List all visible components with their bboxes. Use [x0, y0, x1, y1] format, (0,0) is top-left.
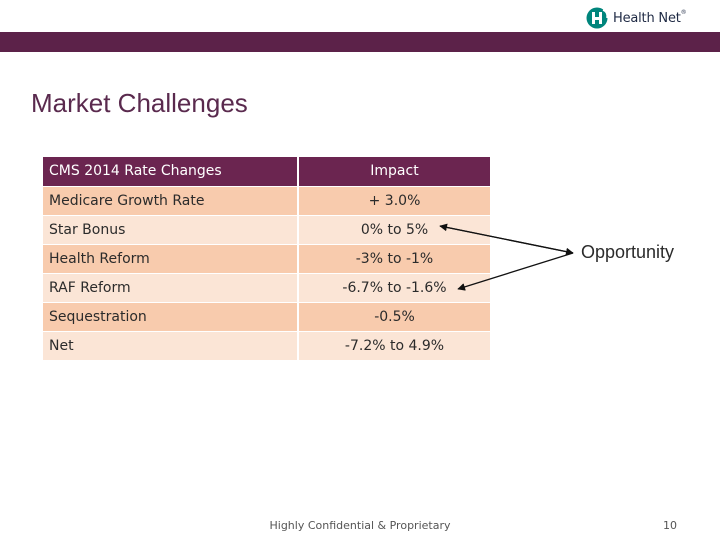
- row-label: RAF Reform: [43, 273, 299, 303]
- header-rate-changes: CMS 2014 Rate Changes: [43, 157, 299, 187]
- health-net-logo-icon: [586, 7, 608, 29]
- row-impact: 0% to 5%: [298, 215, 490, 245]
- row-label: Net: [43, 331, 299, 361]
- opportunity-label: Opportunity: [581, 242, 675, 262]
- slide-title: Market Challenges: [31, 88, 248, 118]
- table-row: RAF Reform -6.7% to -1.6%: [43, 273, 490, 303]
- header-impact: Impact: [298, 157, 490, 187]
- row-impact: -0.5%: [298, 302, 490, 332]
- row-label: Medicare Growth Rate: [43, 186, 299, 216]
- table-row: Medicare Growth Rate + 3.0%: [43, 186, 490, 216]
- table-row: Health Reform -3% to -1%: [43, 244, 490, 274]
- footer-confidential: Highly Confidential & Proprietary: [269, 519, 451, 532]
- row-impact: + 3.0%: [298, 186, 490, 216]
- table-row: Sequestration -0.5%: [43, 302, 490, 332]
- arrow-to-raf-reform: [457, 252, 574, 291]
- row-impact: -3% to -1%: [298, 244, 490, 274]
- row-label: Health Reform: [43, 244, 299, 274]
- row-label: Star Bonus: [43, 215, 299, 245]
- table-row: Net -7.2% to 4.9%: [43, 331, 490, 361]
- rate-changes-table: CMS 2014 Rate Changes Impact Medicare Gr…: [43, 157, 490, 361]
- page-number: 10: [663, 519, 677, 532]
- health-net-logo: Health Net®: [586, 7, 687, 29]
- table-row: Star Bonus 0% to 5%: [43, 215, 490, 245]
- header-band: [0, 32, 720, 52]
- table-header-row: CMS 2014 Rate Changes Impact: [43, 157, 490, 187]
- row-label: Sequestration: [43, 302, 299, 332]
- row-impact: -7.2% to 4.9%: [298, 331, 490, 361]
- arrow-to-health-reform: [439, 225, 574, 256]
- logo-text: Health Net®: [613, 8, 687, 26]
